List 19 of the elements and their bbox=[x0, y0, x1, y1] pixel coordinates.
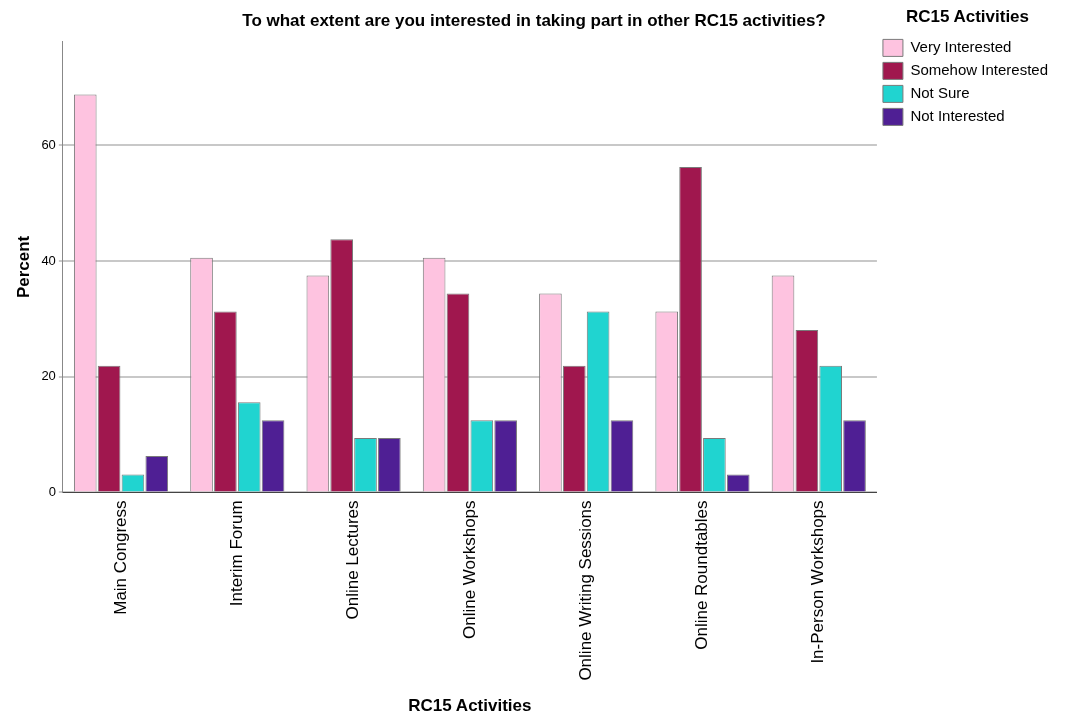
legend-label: Not Interested bbox=[910, 107, 1005, 125]
x-tick-label: Online Lectures bbox=[343, 500, 363, 620]
x-tick-label: Online Workshops bbox=[459, 500, 479, 640]
x-tick-label: Interim Forum bbox=[226, 500, 246, 607]
x-tick-label: Main Congress bbox=[110, 500, 130, 615]
legend-label: Very Interested bbox=[910, 38, 1012, 56]
x-tick-label: Online Writing Sessions bbox=[575, 500, 595, 681]
x-axis-title: RC15 Activities bbox=[408, 696, 532, 716]
y-axis-title: Percent bbox=[13, 235, 33, 299]
y-tick-label: 0 bbox=[48, 484, 56, 500]
y-tick-label: 60 bbox=[41, 137, 56, 153]
y-tick-label: 20 bbox=[41, 368, 56, 384]
y-tick-label: 40 bbox=[41, 252, 56, 268]
legend-title: RC15 Activities bbox=[905, 7, 1030, 27]
x-tick-label: In-Person Workshops bbox=[808, 500, 828, 664]
legend-label: Not Sure bbox=[910, 84, 970, 102]
chart-title: To what extent are you interested in taking part in other RC15 activities? bbox=[242, 10, 826, 30]
legend-label: Somehow Interested bbox=[910, 61, 1048, 79]
x-tick-label: Online Roundtables bbox=[692, 500, 712, 650]
